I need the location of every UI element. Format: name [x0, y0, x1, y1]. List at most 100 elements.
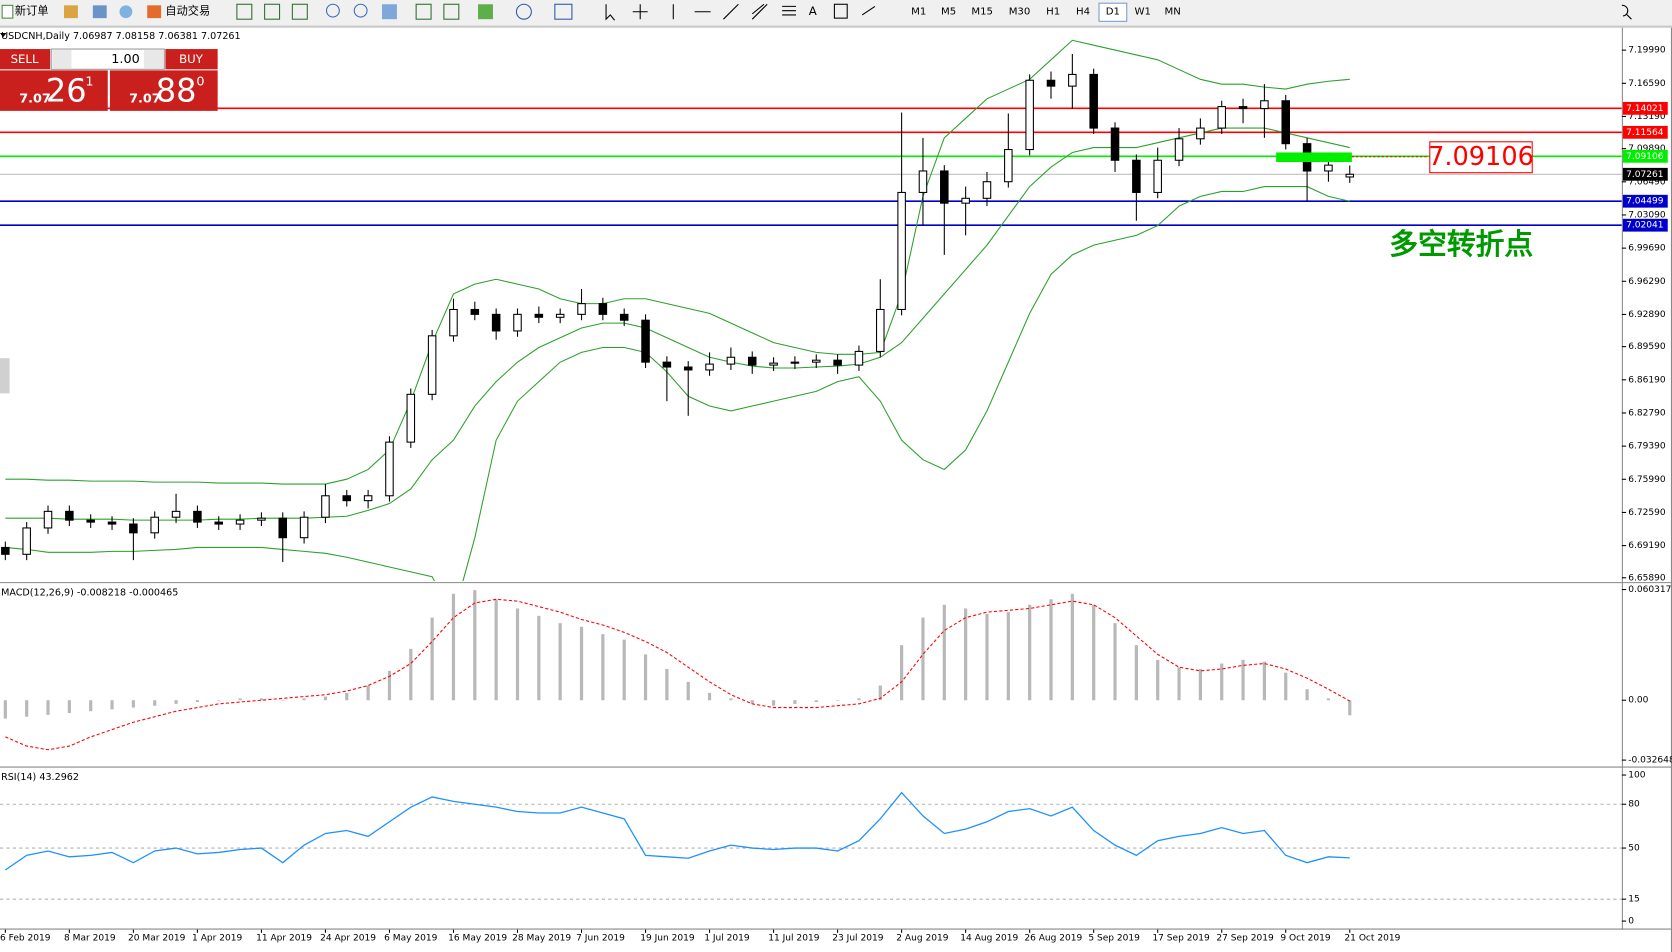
candle-body — [577, 303, 586, 315]
sell-price-box[interactable] — [0, 70, 108, 111]
tile-button[interactable] — [381, 4, 397, 20]
macd-bar — [302, 698, 306, 701]
auto-trading-button[interactable]: 自动交易 — [165, 4, 210, 18]
macd-bar — [259, 698, 264, 701]
new-order-icon[interactable] — [1, 4, 14, 19]
buy-button[interactable] — [165, 49, 218, 70]
price-level-tag — [1622, 101, 1668, 115]
line-chart-button[interactable] — [291, 3, 308, 20]
macd-bar — [366, 685, 370, 701]
price-panel — [0, 39, 1622, 582]
rsi-title: RSI(14) — [1, 772, 36, 783]
x-tick-label: 7 Jun 2019 — [576, 934, 625, 944]
lot-decrease[interactable] — [52, 50, 72, 69]
crosshair-button[interactable] — [632, 4, 648, 20]
trendline-button[interactable] — [723, 3, 739, 20]
sell-price-big[interactable]: 26 — [46, 72, 87, 110]
indicators-button[interactable] — [478, 4, 493, 20]
x-tick-label: 6 May 2019 — [384, 934, 438, 944]
current-price-tag — [1622, 167, 1668, 181]
buy-label[interactable]: BUY — [179, 52, 204, 66]
text-tool-button[interactable]: A — [809, 4, 817, 18]
rsi-line — [4, 791, 1350, 871]
candle-body — [363, 495, 373, 502]
lot-increase[interactable] — [144, 50, 164, 69]
timeframe-button[interactable]: M15 — [971, 7, 993, 18]
collapse-arrow[interactable] — [0, 33, 7, 38]
sell-label[interactable]: SELL — [11, 52, 39, 66]
x-tick-label: 24 Apr 2019 — [320, 934, 376, 944]
search-button[interactable] — [1621, 4, 1632, 20]
channel-button[interactable] — [751, 3, 768, 20]
macd-bar — [921, 617, 925, 701]
macd-main-value: -0.008218 — [77, 587, 126, 598]
x-tick-label: 19 Jun 2019 — [640, 934, 695, 944]
macd-bar — [494, 599, 498, 701]
lot-value[interactable]: 1.00 — [111, 52, 139, 67]
buy-price-sup[interactable]: 0 — [196, 75, 204, 90]
chart-shift-button[interactable] — [443, 3, 460, 20]
candle-body — [1132, 159, 1141, 193]
candle-chart-button[interactable] — [264, 3, 281, 20]
macd-bar — [1177, 667, 1181, 701]
candle-body — [641, 319, 650, 363]
y-tick-label: 6.86190 — [1628, 375, 1666, 385]
buy-price-box[interactable] — [109, 70, 218, 111]
macd-bar — [174, 700, 178, 704]
candle-body — [1196, 127, 1205, 140]
side-tab[interactable] — [0, 358, 10, 394]
new-order-button[interactable]: 新订单 — [15, 4, 49, 18]
lot-input[interactable] — [50, 48, 165, 70]
macd-bar — [1049, 599, 1053, 701]
timeframe-button[interactable]: MN — [1164, 7, 1180, 18]
sell-button[interactable] — [0, 49, 51, 70]
toolbar: 新订单 自动交易 A M1 M5 M15 M30 H1 H4 D1 W1 MN — [0, 0, 1672, 26]
timeframe-button[interactable]: W1 — [1135, 7, 1151, 18]
sell-price-sup[interactable]: 1 — [85, 75, 93, 90]
candle-body — [854, 350, 864, 366]
timeframe-button[interactable]: M1 — [911, 7, 926, 18]
fibo-button[interactable] — [782, 5, 796, 16]
timeframe-button[interactable]: H4 — [1076, 7, 1090, 18]
buy-price-prefix[interactable]: 7.07 — [129, 92, 161, 107]
timeframe-button[interactable]: M30 — [1009, 7, 1031, 18]
price-level-tag — [1622, 125, 1668, 139]
candle-body — [1089, 73, 1098, 129]
sell-price-prefix[interactable]: 7.07 — [19, 92, 51, 107]
timeframe-button[interactable]: D1 — [1106, 7, 1120, 18]
macd-header: MACD(12,26,9) -0.008218 -0.000465 — [1, 587, 178, 598]
macd-bar — [1006, 612, 1010, 701]
y-tick-label: 7.16590 — [1628, 79, 1666, 89]
arrows-button[interactable] — [861, 5, 876, 16]
autoscroll-button[interactable] — [415, 3, 432, 20]
cursor-button[interactable] — [605, 4, 616, 21]
macd-bar — [451, 593, 456, 701]
candle-body — [940, 170, 949, 204]
buy-price-big[interactable]: 88 — [156, 72, 197, 110]
periods-button[interactable] — [515, 3, 532, 20]
templates-button[interactable] — [554, 3, 573, 20]
candle-body — [982, 181, 992, 199]
axes: 7.19990 7.16590 7.13190 7.09890 7.06490 7.030… — [0, 46, 1672, 944]
toolbar-icon[interactable] — [119, 5, 133, 19]
macd-bar — [409, 648, 413, 701]
macd-title: MACD(12,26,9) — [1, 587, 74, 598]
bar-chart-button[interactable] — [236, 3, 253, 20]
macd-bar — [558, 623, 562, 701]
candle-body — [726, 356, 736, 365]
x-tick-label: 17 Sep 2019 — [1152, 934, 1210, 944]
y-tick-label: 7.09890 — [1628, 144, 1666, 154]
label-tool-button[interactable] — [833, 3, 848, 19]
macd-bar — [1092, 604, 1096, 701]
zoom-out-button[interactable] — [353, 3, 368, 18]
toolbar-icon[interactable] — [64, 5, 78, 19]
toolbar-icon[interactable] — [92, 5, 107, 19]
bollinger-upper — [5, 39, 1350, 485]
candle-body — [598, 303, 608, 315]
timeframe-button[interactable]: H1 — [1046, 7, 1060, 18]
auto-trading-icon[interactable] — [147, 5, 162, 19]
timeframe-button[interactable]: M5 — [941, 7, 956, 18]
candle-body — [897, 191, 906, 311]
zoom-in-button[interactable] — [325, 3, 340, 18]
macd-bar — [942, 604, 946, 701]
